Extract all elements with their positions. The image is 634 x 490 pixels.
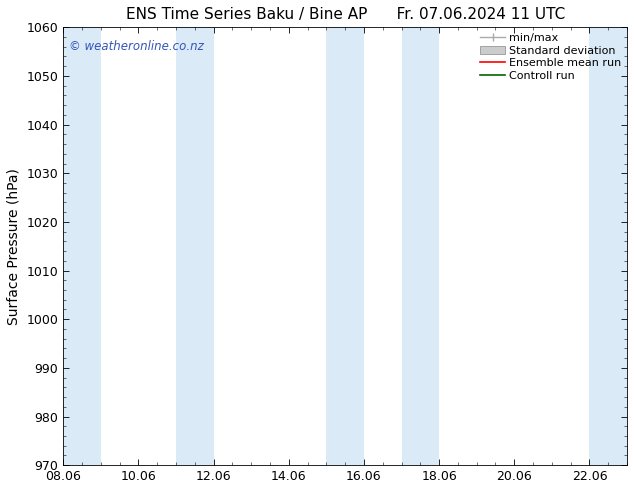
Bar — [590, 27, 627, 465]
Bar — [176, 27, 214, 465]
Title: ENS Time Series Baku / Bine AP      Fr. 07.06.2024 11 UTC: ENS Time Series Baku / Bine AP Fr. 07.06… — [126, 7, 565, 22]
Bar — [327, 27, 364, 465]
Bar — [401, 27, 439, 465]
Bar — [63, 27, 101, 465]
Legend: min/max, Standard deviation, Ensemble mean run, Controll run: min/max, Standard deviation, Ensemble me… — [481, 33, 621, 81]
Y-axis label: Surface Pressure (hPa): Surface Pressure (hPa) — [7, 168, 21, 325]
Text: © weatheronline.co.nz: © weatheronline.co.nz — [69, 40, 204, 53]
